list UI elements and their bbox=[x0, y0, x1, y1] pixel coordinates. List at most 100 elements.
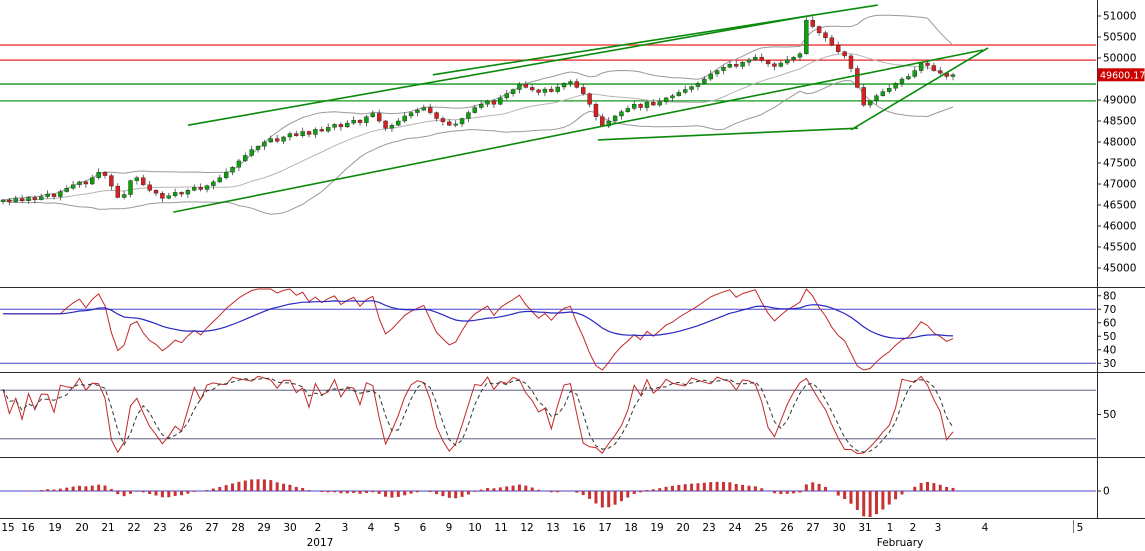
macd-histogram bbox=[27, 479, 955, 517]
candle-body bbox=[453, 123, 458, 126]
period-label: 2017 bbox=[307, 537, 334, 549]
candle-body bbox=[300, 131, 305, 136]
macd-bar bbox=[275, 482, 279, 491]
candle-body bbox=[427, 107, 433, 113]
candle-body bbox=[625, 108, 631, 112]
macd-bar bbox=[874, 491, 878, 515]
price-tick-label: 46000 bbox=[1103, 221, 1136, 233]
candle-body bbox=[855, 68, 860, 88]
trend-line bbox=[850, 47, 989, 131]
bollinger-upper-line bbox=[2, 14, 954, 201]
macd-bar bbox=[594, 491, 598, 504]
candle-body bbox=[542, 88, 548, 93]
date-tick-label: 20 bbox=[676, 522, 689, 534]
candle-body bbox=[90, 177, 95, 185]
candle-body bbox=[606, 120, 611, 127]
candle-body bbox=[504, 93, 509, 99]
candle-body bbox=[772, 63, 777, 67]
candle-body bbox=[874, 95, 879, 102]
macd-bar bbox=[116, 491, 120, 495]
candle-body bbox=[619, 111, 624, 117]
macd-bar bbox=[804, 484, 808, 491]
candle-body bbox=[632, 103, 637, 109]
macd-bar bbox=[932, 483, 936, 491]
macd-bar bbox=[747, 485, 751, 491]
candle-body bbox=[587, 93, 592, 105]
candle-body bbox=[172, 192, 178, 196]
macd-bar bbox=[250, 479, 254, 491]
macd-bar bbox=[505, 486, 509, 491]
rsi-tick-label: 60 bbox=[1103, 317, 1116, 329]
macd-bar bbox=[377, 491, 381, 494]
date-tick-label: 3 bbox=[342, 522, 349, 534]
macd-bar bbox=[683, 484, 687, 491]
candle-body bbox=[753, 56, 758, 60]
macd-bar bbox=[103, 485, 107, 491]
date-tick-label: 22 bbox=[127, 522, 140, 534]
macd-bar bbox=[435, 491, 439, 495]
macd-bar bbox=[734, 483, 738, 491]
macd-bar bbox=[231, 483, 235, 491]
trend-line bbox=[432, 4, 878, 76]
date-tick-label: 4 bbox=[368, 522, 375, 534]
candle-body bbox=[166, 195, 171, 199]
macd-bar bbox=[517, 484, 521, 491]
candle-body bbox=[887, 88, 892, 92]
stoch-k-line bbox=[2, 375, 954, 455]
date-tick-label: 10 bbox=[468, 522, 481, 534]
macd-bar bbox=[466, 491, 470, 495]
price-tick-label: 50000 bbox=[1103, 53, 1136, 65]
macd-bar bbox=[294, 486, 298, 491]
price-tick-label: 50500 bbox=[1103, 32, 1136, 44]
candle-body bbox=[39, 196, 44, 200]
date-tick-label: 19 bbox=[48, 522, 61, 534]
macd-bar bbox=[192, 491, 196, 492]
candle-body bbox=[702, 78, 707, 84]
candle-body bbox=[861, 87, 866, 106]
macd-bar bbox=[709, 482, 713, 491]
macd-bar bbox=[428, 491, 432, 493]
candle-body bbox=[797, 53, 803, 58]
macd-tick-label: 0 bbox=[1103, 486, 1110, 498]
macd-bar bbox=[141, 491, 145, 493]
candle-body bbox=[880, 91, 886, 96]
macd-bar bbox=[46, 489, 50, 491]
candle-body bbox=[434, 112, 439, 119]
macd-bar bbox=[224, 485, 228, 491]
trend-line bbox=[597, 127, 859, 141]
macd-bar bbox=[619, 491, 623, 502]
rsi-tick-label: 80 bbox=[1103, 290, 1116, 302]
candle-body bbox=[485, 100, 490, 105]
last-price-tag bbox=[1097, 68, 1145, 82]
candle-body bbox=[51, 193, 57, 197]
candle-body bbox=[689, 86, 694, 90]
macd-bar bbox=[454, 491, 458, 499]
candle-body bbox=[32, 197, 38, 200]
rsi-tick-label: 50 bbox=[1103, 331, 1116, 343]
candle-body bbox=[185, 190, 191, 195]
candle-body bbox=[791, 56, 796, 60]
macd-bar bbox=[645, 489, 649, 491]
macd-bar bbox=[492, 488, 496, 491]
candle-body bbox=[287, 133, 293, 138]
candle-body bbox=[727, 64, 733, 68]
macd-bar bbox=[415, 491, 419, 493]
candle-body bbox=[83, 181, 89, 185]
candle-body bbox=[115, 185, 120, 198]
macd-bar bbox=[945, 486, 949, 491]
candle-body bbox=[268, 138, 273, 143]
macd-bar bbox=[664, 486, 668, 491]
macd-bar bbox=[256, 479, 260, 491]
macd-bar bbox=[403, 491, 407, 496]
price-tick-label: 48000 bbox=[1103, 137, 1136, 149]
macd-bar bbox=[154, 491, 158, 496]
candle-body bbox=[141, 177, 146, 186]
x-axis-labels: 15 16 19 20 21 22 23 26 27 28 29 30 2 3 4 5 6 9 10 11 12 13 16… bbox=[1, 520, 1083, 549]
candle-body bbox=[415, 109, 420, 113]
date-tick-label: 3 bbox=[935, 522, 942, 534]
candle-body bbox=[810, 20, 815, 27]
macd-bar bbox=[607, 491, 611, 508]
macd-bar bbox=[384, 491, 388, 497]
